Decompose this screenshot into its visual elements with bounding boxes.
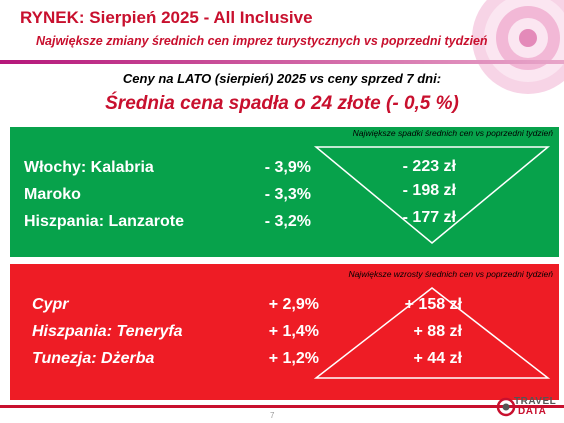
average-price-change: Średnia cena spadła o 24 złote (- 0,5 %) — [105, 93, 459, 114]
comparison-heading: Ceny na LATO (sierpień) 2025 vs ceny spr… — [122, 71, 442, 86]
header-separator — [0, 60, 564, 64]
slide-subtitle: Największe zmiany średnich cen imprez tu… — [36, 34, 488, 48]
increase-row-amount: + 88 zł — [413, 323, 462, 340]
decrease-row-label: Maroko — [24, 186, 81, 203]
page-number: 7 — [270, 411, 275, 420]
increase-row-percent: + 1,2% — [268, 350, 319, 367]
logo-text-travel: TRAVEL — [514, 396, 557, 407]
increase-row-percent: + 2,9% — [268, 296, 319, 313]
decrease-row-label: Włochy: Kalabria — [24, 159, 154, 176]
decrease-row-label: Hiszpania: Lanzarote — [24, 213, 185, 230]
increases-panel: Największe wzrosty średnich cen vs poprz… — [10, 264, 559, 400]
slide-title: RYNEK: Sierpień 2025 - All Inclusive — [20, 8, 313, 27]
increase-row-amount: + 158 zł — [404, 296, 462, 313]
up-triangle-icon — [313, 287, 551, 379]
logo-text-data: DATA — [518, 406, 547, 417]
travel-data-logo: TRAVEL DATA — [496, 394, 558, 420]
decreases-caption: Największe spadki średnich cen vs poprze… — [352, 128, 553, 138]
decrease-row-percent: - 3,2% — [264, 213, 311, 230]
increases-caption: Największe wzrosty średnich cen vs poprz… — [348, 269, 553, 279]
decrease-row-amount: - 223 zł — [402, 158, 456, 175]
decrease-row-percent: - 3,3% — [264, 186, 311, 203]
footer-separator — [0, 405, 564, 408]
increase-row-amount: + 44 zł — [413, 350, 462, 367]
decreases-panel: Największe spadki średnich cen vs poprze… — [10, 127, 559, 257]
increase-row-label: Hiszpania: Teneryfa — [32, 323, 183, 340]
decrease-row-amount: - 177 zł — [402, 209, 456, 226]
decrease-row-amount: - 198 zł — [402, 182, 456, 199]
increase-row-label: Tunezja: Dżerba — [32, 350, 155, 367]
logo-swirl-icon — [496, 397, 516, 417]
increase-row-percent: + 1,4% — [268, 323, 319, 340]
down-triangle-icon — [313, 146, 551, 244]
increase-row-label: Cypr — [32, 296, 69, 313]
decrease-row-percent: - 3,9% — [264, 159, 311, 176]
